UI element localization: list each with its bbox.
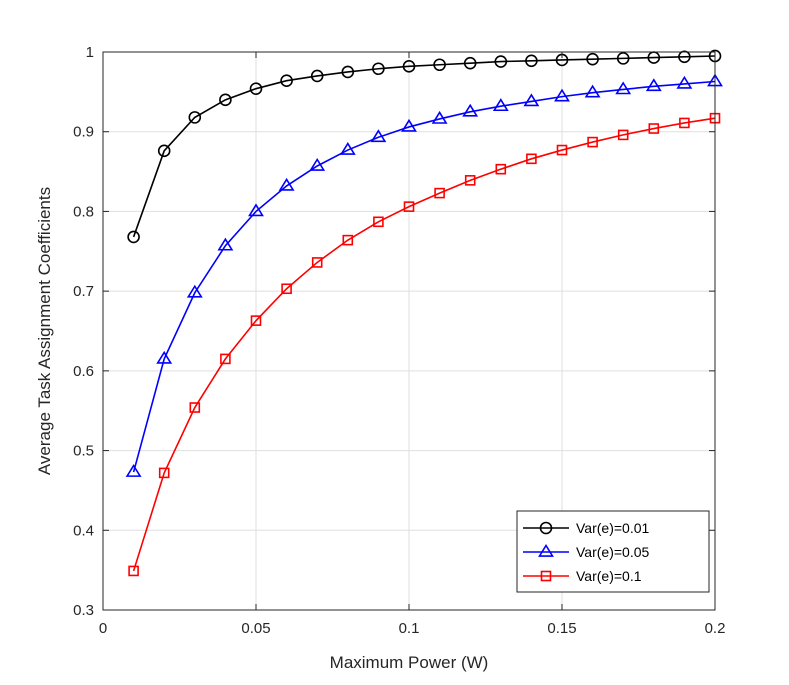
data-point — [464, 175, 476, 186]
x-tick-label: 0.15 — [547, 620, 576, 637]
y-tick-label: 0.4 — [73, 522, 94, 539]
data-point — [311, 257, 323, 268]
data-point — [127, 230, 140, 244]
data-point — [341, 65, 355, 79]
data-point — [402, 60, 416, 73]
series-group — [127, 49, 722, 244]
series-group — [125, 73, 723, 477]
data-point — [310, 69, 324, 83]
data-point — [554, 88, 570, 102]
x-tick-label: 0.05 — [241, 620, 270, 637]
x-tick-label: 0.1 — [399, 620, 420, 637]
data-point — [219, 93, 232, 107]
y-tick-label: 0.3 — [73, 602, 94, 619]
data-point — [220, 353, 231, 365]
data-point — [342, 234, 354, 246]
legend-label: Var(e)=0.05 — [576, 544, 649, 560]
y-tick-label: 0.6 — [73, 363, 94, 380]
y-tick-label: 0.9 — [73, 124, 94, 141]
legend-marker — [539, 521, 553, 535]
y-tick-label: 1 — [86, 44, 94, 61]
data-point — [584, 84, 601, 98]
data-point — [248, 203, 264, 217]
y-tick-label: 0.7 — [73, 283, 94, 300]
data-point — [128, 565, 139, 577]
data-point — [648, 123, 660, 134]
data-point — [250, 315, 262, 326]
data-point — [373, 216, 384, 228]
data-point — [278, 177, 295, 191]
data-point — [586, 52, 599, 66]
x-tick-label: 0 — [99, 620, 107, 637]
data-point — [679, 117, 690, 129]
data-point — [463, 56, 477, 70]
data-point — [156, 350, 173, 364]
legend-entries: Var(e)=0.01 Var(e)=0.05 Var(e)=0.1 — [523, 520, 649, 584]
data-point — [401, 118, 417, 132]
y-axis-label: Average Task Assignment Coefficients — [35, 187, 54, 475]
data-point — [433, 58, 446, 72]
data-point — [645, 78, 662, 92]
data-point — [678, 50, 691, 64]
axis-ticks: 0 0.05 0.1 0.15 0.2 0.3 0.4 0.5 0.6 0.7 0.8 0.9 1 — [73, 44, 725, 637]
data-point — [587, 136, 598, 148]
data-point — [523, 93, 540, 107]
data-point — [525, 54, 538, 68]
data-point — [309, 157, 326, 171]
data-point — [617, 129, 629, 141]
y-tick-label: 0.5 — [73, 443, 94, 460]
data-point — [281, 283, 292, 295]
data-point — [217, 237, 234, 251]
data-point — [434, 187, 445, 199]
data-point — [157, 144, 171, 158]
series-layer — [125, 49, 723, 577]
data-point — [492, 98, 509, 112]
data-point — [125, 464, 142, 477]
data-point — [526, 153, 537, 165]
x-axis-label: Maximum Power (W) — [330, 653, 489, 672]
data-point — [188, 111, 202, 124]
data-point — [403, 201, 415, 212]
series-group — [128, 112, 721, 577]
data-point — [556, 144, 568, 156]
data-point — [370, 129, 387, 143]
data-point — [372, 62, 385, 76]
data-point — [339, 142, 356, 155]
data-point — [462, 103, 479, 117]
data-point — [431, 110, 448, 124]
data-point — [494, 55, 508, 68]
data-point — [186, 284, 203, 298]
data-point — [616, 52, 630, 65]
legend-marker — [538, 543, 554, 557]
y-tick-label: 0.8 — [73, 203, 94, 220]
x-tick-label: 0.2 — [705, 620, 726, 637]
legend-marker — [540, 570, 552, 582]
data-point — [495, 163, 507, 175]
legend-label: Var(e)=0.01 — [576, 520, 649, 536]
data-point — [280, 74, 293, 87]
legend-label: Var(e)=0.1 — [576, 568, 642, 584]
data-point — [158, 467, 170, 479]
legend: Var(e)=0.01 Var(e)=0.05 Var(e)=0.1 — [516, 510, 710, 593]
data-point — [676, 75, 693, 89]
data-point — [615, 81, 632, 95]
data-point — [189, 402, 201, 413]
data-point — [249, 82, 263, 95]
